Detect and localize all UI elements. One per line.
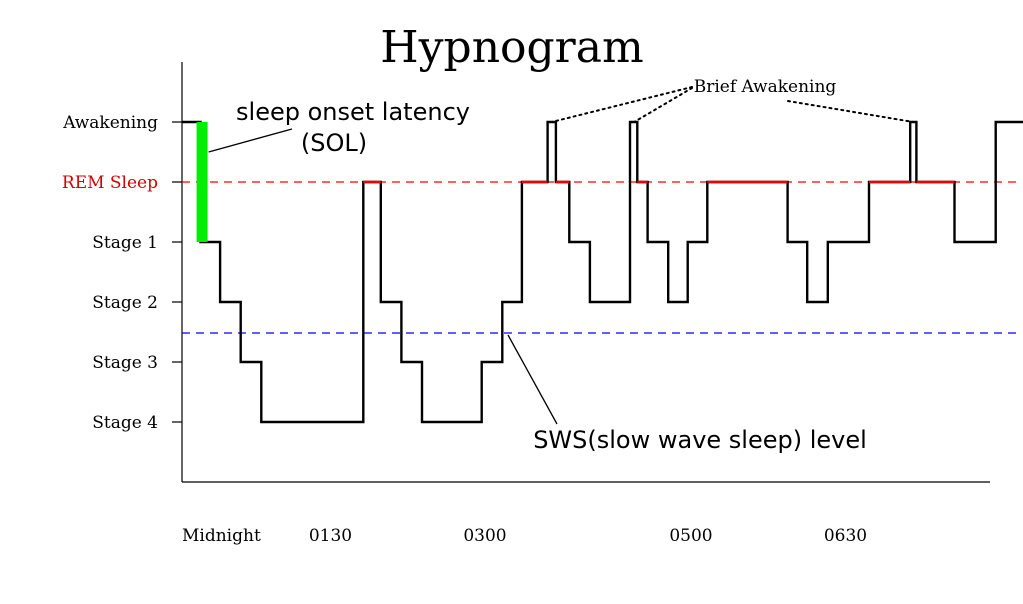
- x-axis-ticks: Midnight 0130 0300 0500 0630: [182, 526, 867, 546]
- x-tick-label-0130: 0130: [309, 526, 352, 546]
- sol-bar: [196, 122, 208, 242]
- y-tick-label-awakening: Awakening: [62, 113, 158, 133]
- x-tick-label-0500: 0500: [669, 526, 712, 546]
- brief-awakening-pointer-1: [550, 86, 693, 123]
- y-axis-ticks: Awakening REM Sleep Stage 1 Stage 2 Stage 3 S…: [62, 113, 182, 433]
- brief-awakening-pointer-3: [787, 100, 915, 123]
- y-tick-label-stage-4: Stage 4: [92, 413, 158, 433]
- x-tick-label-midnight: Midnight: [182, 526, 261, 546]
- y-tick-label-stage-1: Stage 1: [92, 233, 158, 253]
- sws-label: SWS(slow wave sleep) level: [533, 426, 867, 454]
- sol-label-line1: sleep onset latency: [236, 98, 470, 126]
- sws-leader-line: [507, 334, 558, 425]
- y-tick-label-stage-2: Stage 2: [92, 293, 158, 313]
- chart-title: Hypnogram: [380, 22, 643, 73]
- brief-awakening-pointer-2: [633, 87, 693, 123]
- x-tick-label-0630: 0630: [824, 526, 867, 546]
- hypnogram-step-line: [182, 120, 1023, 424]
- sol-label-line2: (SOL): [301, 129, 367, 157]
- reference-lines: [182, 181, 1016, 334]
- annotations: sleep onset latency (SOL) Brief Awakening S…: [196, 77, 915, 454]
- y-tick-label-stage-3: Stage 3: [92, 353, 158, 373]
- y-tick-label-rem-sleep: REM Sleep: [62, 173, 158, 193]
- x-tick-label-0300: 0300: [463, 526, 506, 546]
- sol-leader-line: [208, 128, 293, 153]
- brief-awakening-label: Brief Awakening: [694, 77, 837, 97]
- sleep-stage-series: [182, 120, 1023, 424]
- axes: [181, 62, 990, 483]
